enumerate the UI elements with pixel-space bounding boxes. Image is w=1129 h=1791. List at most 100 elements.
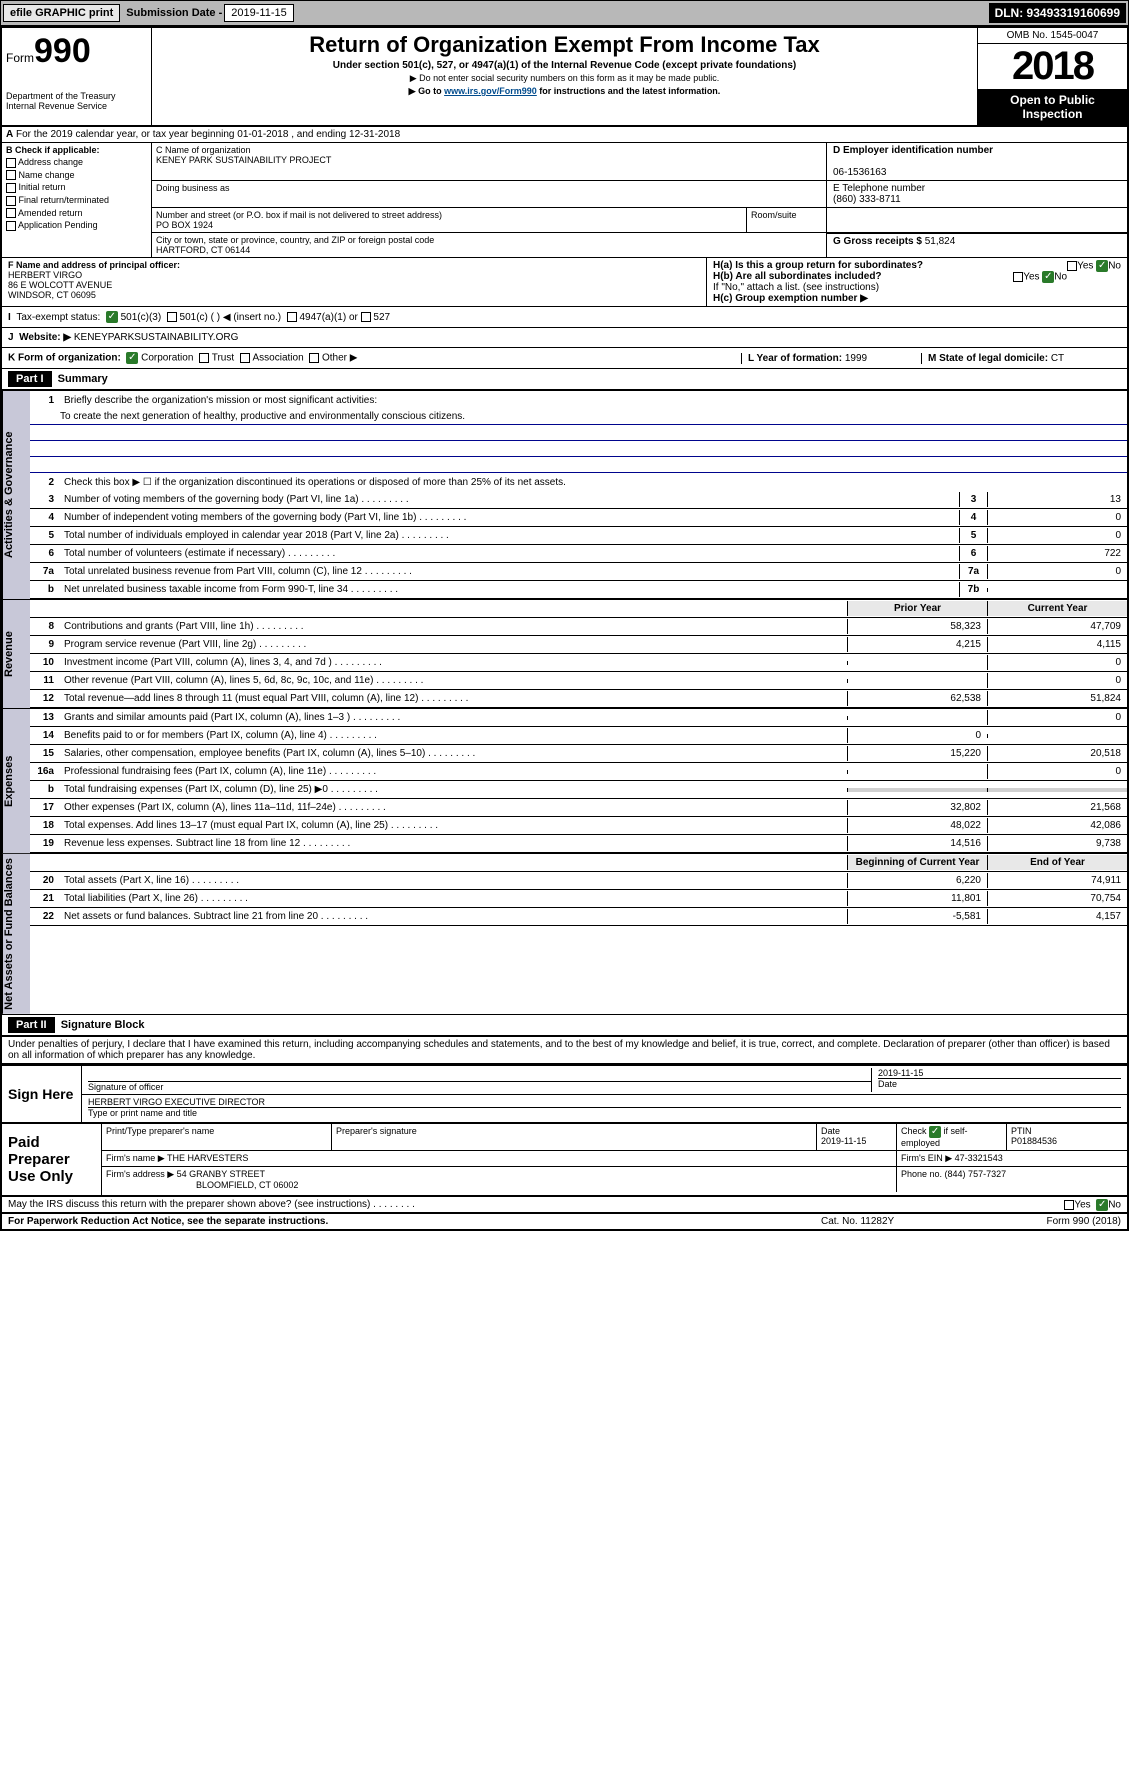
line-11: 11Other revenue (Part VIII, column (A), … [30,672,1127,690]
col-curr-hdr: Current Year [987,601,1127,616]
sig-officer-label: Signature of officer [88,1082,163,1092]
efile-button[interactable]: efile GRAPHIC print [3,4,120,22]
firm-phone: (844) 757-7327 [945,1169,1007,1179]
chk-corp[interactable]: ✓ [126,352,138,364]
chk-4947[interactable] [287,312,297,322]
col-end-hdr: End of Year [987,855,1127,870]
sig-date: 2019-11-15 [878,1068,923,1078]
line-3: 3Number of voting members of the governi… [30,491,1127,509]
submission-date: 2019-11-15 [224,4,293,22]
top-toolbar: efile GRAPHIC print Submission Date - 20… [0,0,1129,26]
chk-amended[interactable] [6,208,16,218]
room-label: Room/suite [747,208,827,232]
mission-blank3 [30,457,1127,473]
mission-text: To create the next generation of healthy… [30,409,1127,425]
chk-name[interactable] [6,170,16,180]
firm-addr2: BLOOMFIELD, CT 06002 [196,1180,298,1190]
mission-blank1 [30,425,1127,441]
col-beg-hdr: Beginning of Current Year [847,855,987,870]
row-k-org-form: K Form of organization: ✓ Corporation Tr… [2,348,1127,369]
part1-revenue: Revenue Prior YearCurrent Year 8Contribu… [2,600,1127,709]
tax-year: 2018 [978,44,1127,89]
part1-netassets: Net Assets or Fund Balances Beginning of… [2,854,1127,1015]
line-9: 9Program service revenue (Part VIII, lin… [30,636,1127,654]
chk-other[interactable] [309,353,319,363]
tab-expenses: Expenses [2,709,30,853]
website-value: KENEYPARKSUSTAINABILITY.ORG [74,332,239,343]
discuss-no[interactable]: ✓ [1096,1199,1108,1211]
chk-527[interactable] [361,312,371,322]
gross-value: 51,824 [925,236,956,247]
open-inspection: Open to Public Inspection [978,89,1127,125]
tab-revenue: Revenue [2,600,30,708]
line-17: 17Other expenses (Part IX, column (A), l… [30,799,1127,817]
line-8: 8Contributions and grants (Part VIII, li… [30,618,1127,636]
chk-501c[interactable] [167,312,177,322]
irs-link[interactable]: www.irs.gov/Form990 [444,86,537,96]
hb-no[interactable]: ✓ [1042,271,1054,283]
firm-addr: 54 GRANBY STREET [177,1169,265,1179]
prep-date-val: 2019-11-15 [821,1136,866,1146]
form-title: Return of Organization Exempt From Incom… [156,32,973,58]
hb-yes[interactable] [1013,272,1023,282]
city-value: HARTFORD, CT 06144 [156,245,822,255]
form-subtitle: Under section 501(c), 527, or 4947(a)(1)… [156,60,973,71]
org-name-label: C Name of organization [156,145,822,155]
section-b-to-g: B Check if applicable: Address change Na… [2,143,1127,258]
row-j-website: J Website: ▶ KENEYPARKSUSTAINABILITY.ORG [2,328,1127,348]
officer-addr1: 86 E WOLCOTT AVENUE [8,280,112,290]
form-990: Form990 Department of the Treasury Inter… [0,26,1129,1231]
line-13: 13Grants and similar amounts paid (Part … [30,709,1127,727]
hb-row: H(b) Are all subordinates included? Yes … [713,271,1121,282]
part2-header: Part II Signature Block [2,1015,1127,1037]
line2-label: Check this box ▶ ☐ if the organization d… [60,475,1127,490]
chk-address[interactable] [6,158,16,168]
tab-governance: Activities & Governance [2,391,30,599]
chk-final[interactable] [6,196,16,206]
dln-label: DLN: 93493319160699 [989,3,1126,23]
ha-yes[interactable] [1067,261,1077,271]
line-20: 20Total assets (Part X, line 16)6,22074,… [30,872,1127,890]
chk-pending[interactable] [6,221,16,231]
line-12: 12Total revenue—add lines 8 through 11 (… [30,690,1127,708]
line-19: 19Revenue less expenses. Subtract line 1… [30,835,1127,853]
chk-initial[interactable] [6,183,16,193]
firm-phone-label: Phone no. [901,1169,945,1179]
firm-ein-label: Firm's EIN ▶ [901,1153,952,1163]
hc-row: H(c) Group exemption number ▶ [713,293,1121,304]
line-16a: 16aProfessional fundraising fees (Part I… [30,763,1127,781]
hb-note: If "No," attach a list. (see instruction… [713,282,1121,293]
line1-label: Briefly describe the organization's miss… [60,393,1127,408]
dept-label: Department of the Treasury Internal Reve… [6,91,147,111]
footer-mid: Cat. No. 11282Y [821,1216,971,1227]
firm-name: THE HARVESTERS [167,1153,248,1163]
submission-label: Submission Date - [126,7,222,19]
sig-date-label: Date [878,1079,897,1089]
col-b-checkboxes: B Check if applicable: Address change Na… [2,143,152,257]
line-18: 18Total expenses. Add lines 13–17 (must … [30,817,1127,835]
line-b: bNet unrelated business taxable income f… [30,581,1127,599]
discuss-row: May the IRS discuss this return with the… [2,1197,1127,1214]
col-prior-hdr: Prior Year [847,601,987,616]
state-domicile: CT [1051,353,1064,364]
prep-name-hdr: Print/Type preparer's name [102,1124,332,1150]
form-number: Form990 [6,32,147,71]
line-4: 4Number of independent voting members of… [30,509,1127,527]
part1-expenses: Expenses 13Grants and similar amounts pa… [2,709,1127,854]
chk-501c3[interactable]: ✓ [106,311,118,323]
mission-blank2 [30,441,1127,457]
ptin-val: P01884536 [1011,1136,1057,1146]
officer-label: F Name and address of principal officer: [8,260,180,270]
city-label: City or town, state or province, country… [156,235,822,245]
chk-trust[interactable] [199,353,209,363]
paid-preparer-section: Paid Preparer Use Only Print/Type prepar… [2,1122,1127,1197]
line-10: 10Investment income (Part VIII, column (… [30,654,1127,672]
discuss-yes[interactable] [1064,1200,1074,1210]
chk-assoc[interactable] [240,353,250,363]
part1-header: Part I Summary [2,369,1127,391]
org-name: KENEY PARK SUSTAINABILITY PROJECT [156,155,822,165]
ha-no[interactable]: ✓ [1096,260,1108,272]
line-5: 5Total number of individuals employed in… [30,527,1127,545]
gross-label: G Gross receipts $ [833,236,925,247]
ein-label: D Employer identification number [833,145,993,156]
